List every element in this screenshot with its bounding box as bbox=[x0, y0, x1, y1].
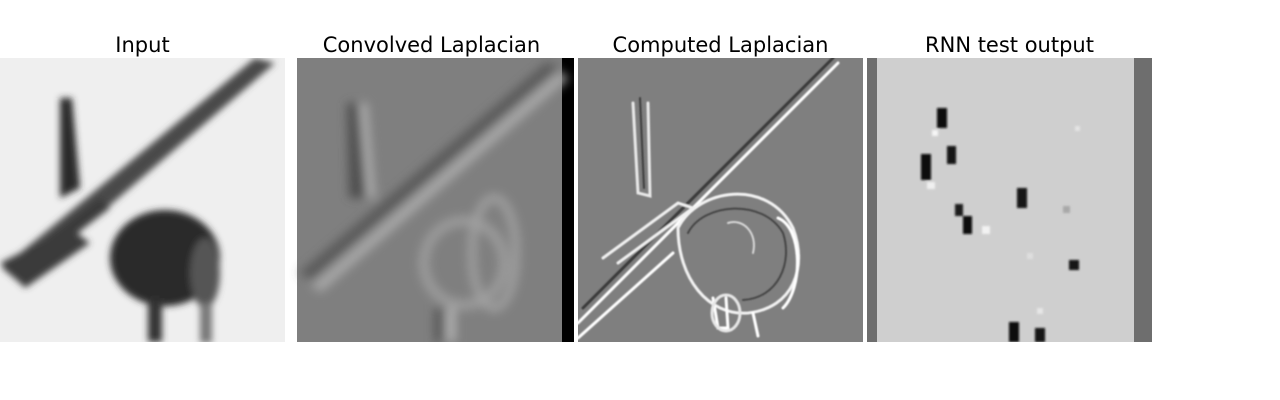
convolved-laplacian-image bbox=[289, 58, 574, 342]
panel-title-computed-laplacian: Computed Laplacian bbox=[612, 33, 829, 57]
computed-laplacian-image bbox=[578, 58, 863, 342]
panel-title-convolved-laplacian: Convolved Laplacian bbox=[322, 33, 541, 57]
panel-title-rnn-test-output: RNN test output bbox=[925, 33, 1094, 57]
input-airplane-picture bbox=[0, 58, 285, 342]
convolved-laplacian-picture bbox=[289, 58, 574, 342]
rnn-output-picture bbox=[867, 58, 1152, 342]
panel-title-input: Input bbox=[115, 33, 170, 57]
input-image bbox=[0, 58, 285, 342]
computed-laplacian-picture bbox=[578, 58, 863, 342]
rnn-test-output-image bbox=[867, 58, 1152, 342]
